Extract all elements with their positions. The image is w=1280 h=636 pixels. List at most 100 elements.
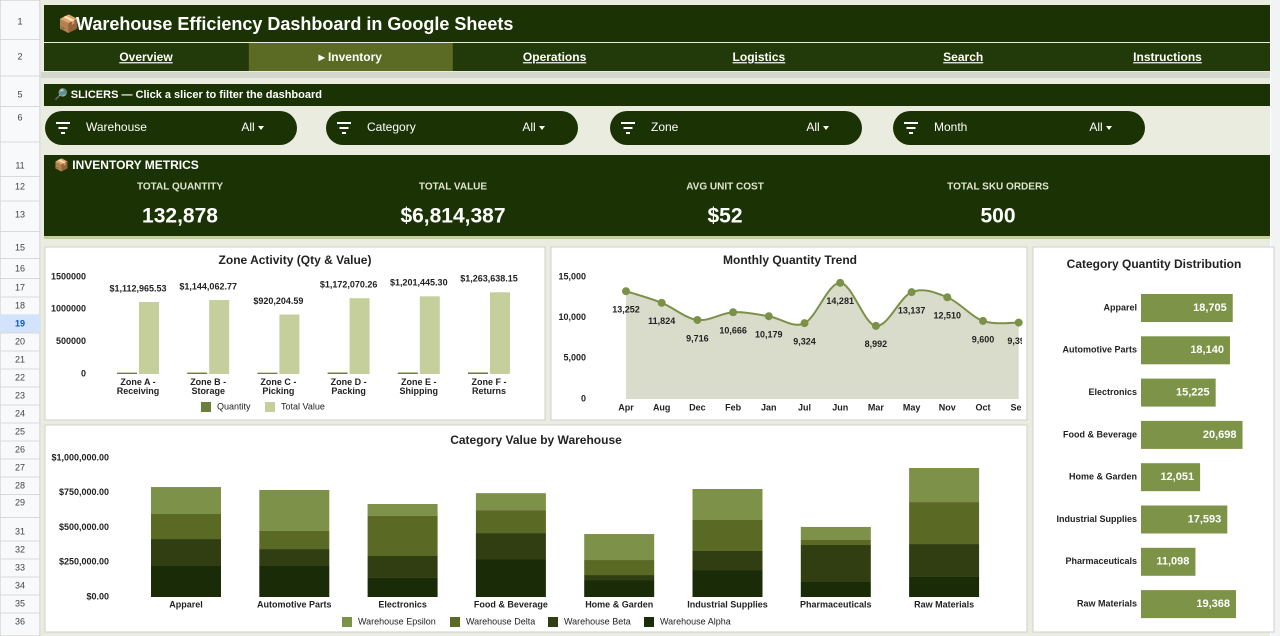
data-label: 11,098	[1156, 556, 1189, 568]
data-label: $1,144,062.77	[179, 281, 237, 291]
row-number: 36	[15, 616, 25, 626]
data-label: 10,666	[719, 326, 747, 336]
bar	[397, 372, 418, 374]
x-tick-label: Jul	[798, 402, 811, 412]
data-label: 18,705	[1193, 302, 1227, 314]
bar	[279, 314, 300, 374]
metrics-title: 📦 INVENTORY METRICS	[54, 158, 199, 172]
bar-segment	[584, 580, 655, 597]
y-tick-label: 15,000	[558, 271, 586, 281]
bar-segment	[151, 539, 221, 567]
bar	[490, 292, 510, 374]
bar-segment	[367, 515, 438, 556]
row-number: 5	[17, 89, 22, 99]
nav-tab[interactable]: Logistics	[733, 50, 786, 64]
legend-label: Warehouse Epsilon	[358, 616, 436, 626]
bar-segment	[584, 560, 655, 576]
data-label: 12,510	[934, 311, 962, 321]
nav-tab[interactable]: Overview	[119, 50, 173, 64]
nav-tab-active	[248, 43, 453, 71]
x-tick-label: Automotive Parts	[257, 599, 332, 609]
bar	[209, 300, 230, 374]
y-tick-label: Food & Beverage	[1063, 429, 1137, 439]
bar	[1141, 547, 1196, 576]
x-tick-label: Pharmaceuticals	[800, 599, 872, 609]
y-tick-label: $500,000.00	[59, 522, 109, 532]
y-tick-label: Pharmaceuticals	[1065, 556, 1137, 566]
y-tick-label: 5,000	[563, 353, 586, 363]
legend-swatch	[450, 617, 460, 627]
x-tick-label: Apr	[618, 402, 634, 412]
y-tick-label: $1,000,000.00	[51, 452, 109, 462]
area	[626, 282, 1019, 399]
data-label: 9,324	[793, 337, 816, 347]
slicer-value: All	[522, 120, 535, 134]
nav-tab[interactable]: Instructions	[1133, 50, 1202, 64]
row-number: 2	[17, 51, 22, 61]
bar-segment	[151, 514, 221, 540]
bar-segment	[909, 576, 980, 597]
legend-swatch	[342, 617, 352, 627]
chart-title: Monthly Quantity Trend	[723, 253, 857, 267]
bar-segment	[475, 510, 546, 534]
bar	[1141, 378, 1216, 407]
x-tick-label: Industrial Supplies	[687, 599, 768, 609]
metric-label: TOTAL SKU ORDERS	[947, 182, 1049, 193]
y-tick-label: 10,000	[558, 312, 586, 322]
point	[979, 316, 987, 325]
x-tick-label: Jan	[761, 402, 777, 412]
bar-segment	[151, 566, 221, 597]
row-number: 21	[15, 354, 25, 364]
point	[622, 287, 630, 296]
y-tick-label: Apparel	[1103, 302, 1137, 312]
slicer[interactable]	[45, 111, 297, 145]
legend-swatch	[201, 402, 211, 412]
y-tick-label: $250,000.00	[59, 557, 109, 567]
bar-segment	[584, 575, 655, 581]
nav-tab[interactable]: Operations	[523, 50, 587, 64]
bar-segment	[584, 534, 655, 561]
slicer-bar	[44, 84, 1270, 106]
row-number: 24	[15, 408, 25, 418]
chart-title: Category Value by Warehouse	[450, 433, 622, 447]
metrics-panel	[44, 155, 1270, 236]
nav-bar	[44, 43, 1270, 71]
row-number: 18	[15, 300, 25, 310]
data-label: 15,225	[1176, 387, 1210, 399]
y-tick-label: Automotive Parts	[1062, 345, 1137, 355]
row-number: 6	[17, 112, 22, 122]
slicer[interactable]	[610, 111, 862, 145]
row-number: 28	[15, 480, 25, 490]
bar-segment	[909, 502, 980, 545]
data-label: 9,600	[972, 334, 995, 344]
bar	[117, 372, 137, 374]
nav-tab[interactable]: ▸ Inventory	[318, 50, 383, 64]
row-number: 17	[15, 282, 25, 292]
bar-segment	[259, 549, 330, 567]
row-number: 12	[15, 181, 25, 191]
x-tick-label: Home & Garden	[585, 599, 653, 609]
data-label: $1,201,445.30	[390, 278, 448, 288]
legend-swatch	[548, 617, 558, 627]
nav-tab[interactable]: Search	[943, 50, 983, 64]
point	[943, 293, 952, 302]
x-tick-label: Nov	[939, 402, 956, 412]
legend-label: Warehouse Beta	[564, 616, 631, 626]
legend-label: Warehouse Delta	[466, 616, 535, 626]
bar-segment	[259, 566, 330, 597]
bar	[1141, 420, 1243, 449]
bar-segment	[800, 526, 871, 541]
slicer[interactable]	[893, 111, 1145, 145]
data-label: 12,051	[1160, 471, 1194, 483]
y-tick-label: 1500000	[51, 271, 86, 281]
data-label: 14,281	[826, 296, 854, 306]
x-tick-label: Sep	[1010, 402, 1027, 412]
slicer[interactable]	[326, 111, 578, 145]
data-label: 9,716	[686, 333, 709, 343]
row-number: 16	[15, 263, 25, 273]
x-tick-label: Zone B -Storage	[190, 377, 226, 396]
chart-title: Zone Activity (Qty & Value)	[219, 253, 372, 267]
y-tick-label: Electronics	[1088, 387, 1137, 397]
metric-label: TOTAL QUANTITY	[137, 182, 223, 193]
bar-segment	[800, 581, 871, 597]
